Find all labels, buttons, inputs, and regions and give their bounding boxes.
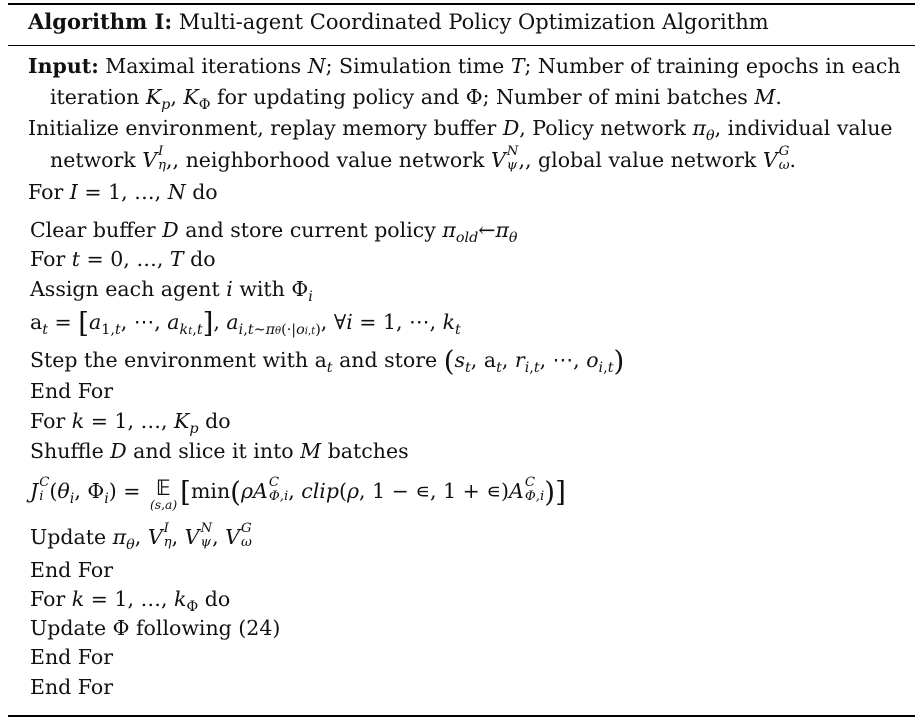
shuffle-line: Shuffle D and slice it into M batches [30,439,409,463]
update-phi-line: Update Φ following (24) [30,616,281,640]
outer-for-line: For I = 1, …, N do [28,180,218,204]
input-line-2: iteration Kp, KΦ for updating policy and… [50,85,782,114]
header-rule [8,45,915,46]
init-line-1: Initialize environment, replay memory bu… [28,116,893,145]
epoch-for-line: For k = 1, …, Kp do [30,409,231,438]
algorithm-label: Algorithm I: [28,9,173,34]
top-rule [8,3,915,5]
time-for-line: For t = 0, …, T do [30,247,216,271]
end-for-time: End For [30,379,114,403]
end-for-epoch: End For [30,558,114,582]
end-for-outer: End For [30,675,114,699]
algorithm-title: Multi-agent Coordinated Policy Optimizat… [178,10,769,34]
algorithm-header: Algorithm I: Multi-agent Coordinated Pol… [28,8,769,36]
step-line: Step the environment with at and store (… [30,344,625,378]
phi-for-line: For k = 1, …, kΦ do [30,587,231,616]
bottom-rule [8,715,915,717]
end-for-phi: End For [30,645,114,669]
assign-line: Assign each agent i with Φi [30,277,313,306]
clear-buffer-line: Clear buffer D and store current policy … [30,218,518,247]
action-equation: at = [a1,t, ⋯, akt,t], ai,t∼πθ(·|oi,t), … [30,306,461,340]
input-line-1: Input: Maximal iterations N; Simulation … [28,54,901,78]
